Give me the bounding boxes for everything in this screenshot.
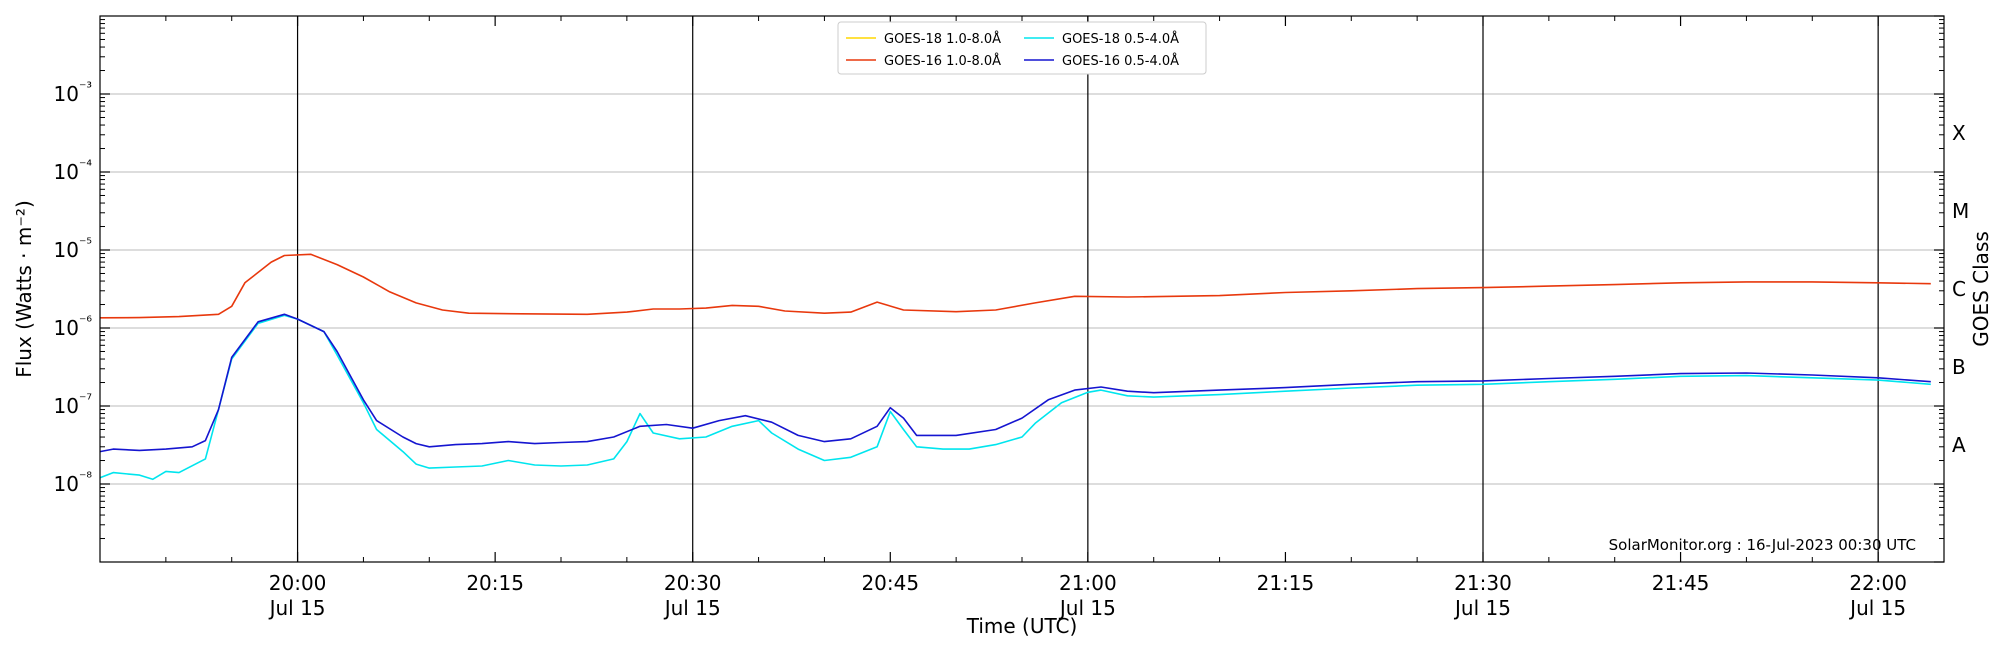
- legend-label-3: GOES-16 0.5-4.0Å: [1062, 53, 1179, 69]
- legend-box: [837, 21, 1207, 75]
- series-lines: [99, 253, 1931, 481]
- x-tick-label: 20:15: [466, 571, 524, 595]
- x-tick-sublabel: Jul 15: [663, 596, 721, 620]
- x-tick-label: 20:45: [861, 571, 919, 595]
- x-tick-label: 21:45: [1652, 571, 1710, 595]
- goes-class-label: A: [1952, 433, 1966, 457]
- y2-axis-title: GOES Class: [1969, 231, 1993, 347]
- x-tick-sublabel: Jul 15: [1058, 596, 1116, 620]
- goes-class-label: X: [1952, 121, 1966, 145]
- goes-class-labels: A B C M X: [1952, 121, 1969, 457]
- goes-class-label: M: [1952, 199, 1969, 223]
- plot-frame: [99, 15, 1945, 563]
- goes-class-label: C: [1952, 277, 1966, 301]
- x-tick-label: 22:00: [1849, 571, 1907, 595]
- y-tick-label: 10⁻⁸: [54, 470, 93, 496]
- x-tick-label: 20:30: [664, 571, 722, 595]
- axis-ticks: [100, 15, 1945, 563]
- grid-layer: [100, 93, 1944, 485]
- x-tick-label: 21:15: [1257, 571, 1315, 595]
- x-tick-label: 21:30: [1454, 571, 1512, 595]
- x-tick-sublabel: Jul 15: [1453, 596, 1511, 620]
- goes-class-label: B: [1952, 355, 1966, 379]
- y-tick-label: 10⁻⁴: [54, 158, 93, 184]
- y-axis-title: Flux (Watts · m⁻²): [12, 200, 36, 378]
- series-line-3: [99, 313, 1931, 453]
- x-tick-sublabel: Jul 15: [1848, 596, 1906, 620]
- x-tick-label: 21:00: [1059, 571, 1117, 595]
- legend-items: GOES-18 1.0-8.0Å GOES-16 1.0-8.0Å GOES-18 …: [846, 31, 1179, 69]
- y-tick-label: 10⁻⁶: [54, 314, 93, 340]
- y-tick-label: 10⁻³: [54, 80, 92, 106]
- y-tick-label: 10⁻⁷: [54, 392, 92, 418]
- x-axis-title: Time (UTC): [966, 614, 1078, 638]
- y-tick-label: 10⁻⁵: [54, 236, 92, 262]
- legend-label-1: GOES-16 1.0-8.0Å: [884, 53, 1001, 69]
- legend: GOES-18 1.0-8.0Å GOES-16 1.0-8.0Å GOES-18 …: [837, 21, 1207, 75]
- x-tick-sublabel: Jul 15: [268, 596, 326, 620]
- footer-credit: SolarMonitor.org : 16-Jul-2023 00:30 UTC: [1609, 536, 1916, 554]
- legend-label-2: GOES-18 0.5-4.0Å: [1062, 31, 1179, 47]
- legend-label-0: GOES-18 1.0-8.0Å: [884, 31, 1001, 47]
- x-tick-label: 20:00: [269, 571, 327, 595]
- vertical-lines: [296, 16, 1879, 562]
- series-line-1: [99, 253, 1931, 319]
- series-line-2: [99, 314, 1931, 481]
- y-tick-labels: 10⁻⁸ 10⁻⁷ 10⁻⁶ 10⁻⁵ 10⁻⁴ 10⁻³: [54, 80, 93, 496]
